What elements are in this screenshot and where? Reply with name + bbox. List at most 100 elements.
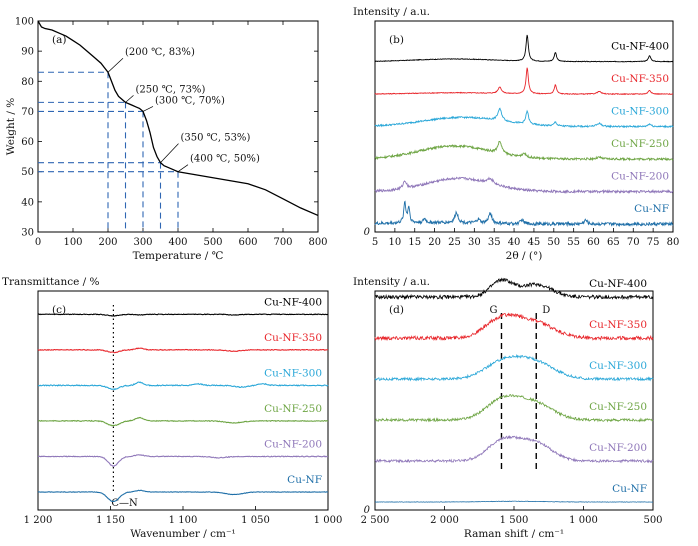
panel-b-zero: 0 <box>364 227 371 238</box>
y-tick-label: 40 <box>21 197 34 208</box>
band-label-g: G <box>489 305 497 316</box>
x-tick-label: 300 <box>133 237 152 248</box>
annotation-leader <box>107 57 124 73</box>
series-cu-nf-200 <box>374 434 654 464</box>
x-tick-label: 25 <box>448 237 461 248</box>
series-label: Cu-NF-350 <box>611 73 669 85</box>
x-tick-label: 80 <box>667 237 680 248</box>
x-tick-label: 400 <box>168 237 187 248</box>
series-cu-nf-350 <box>37 347 329 354</box>
annotation-leader <box>177 164 189 173</box>
series-cu-nf-250 <box>374 140 674 162</box>
x-tick-label: 5 <box>372 237 378 248</box>
x-tick-label: 0 <box>35 237 41 248</box>
x-tick-label: 50 <box>547 237 560 248</box>
x-tick-label: 500 <box>643 515 662 526</box>
x-tick-label: 700 <box>273 237 292 248</box>
x-tick-label: 1 150 <box>96 515 125 526</box>
y-tick-label: 80 <box>21 77 34 88</box>
x-tick-label: 60 <box>587 237 600 248</box>
x-tick-label: 70 <box>627 237 640 248</box>
x-tick-label: 10 <box>388 237 401 248</box>
x-tick-label: 45 <box>528 237 541 248</box>
panel-c-frame <box>37 290 329 511</box>
x-tick-label: 55 <box>567 237 580 248</box>
series-cu-nf <box>37 489 329 502</box>
series-cu-nf-200 <box>374 176 674 195</box>
series-cu-nf <box>374 200 674 228</box>
series-label: Cu-NF-200 <box>264 438 322 450</box>
annotation-label: (250 ℃, 73%) <box>136 84 206 95</box>
tga-curve <box>37 20 319 217</box>
series-cu-nf-200 <box>37 454 329 467</box>
series-label: Cu-NF-200 <box>589 442 647 454</box>
cn-annotation: C—N <box>111 498 138 509</box>
series-label: Cu-NF-400 <box>611 41 669 53</box>
series-cu-nf-400 <box>374 34 674 63</box>
x-tick-label: 200 <box>98 237 117 248</box>
y-tick-label: 70 <box>21 107 34 118</box>
panel-d-tag: (d) <box>389 304 404 316</box>
series-cu-nf-300 <box>374 107 674 129</box>
x-tick-label: 15 <box>408 237 421 248</box>
series-label: Cu-NF-400 <box>589 278 647 290</box>
panel-c-tag: (c) <box>52 304 66 316</box>
x-tick-label: 2 500 <box>361 515 390 526</box>
y-tick-label: 50 <box>21 167 34 178</box>
panel-a-x-label: Temperature / ℃ <box>133 250 224 262</box>
series-cu-nf-400 <box>37 313 329 317</box>
x-tick-label: 75 <box>647 237 660 248</box>
x-tick-label: 100 <box>63 237 82 248</box>
x-tick-label: 2 000 <box>430 515 459 526</box>
annotation-leader <box>142 106 154 112</box>
x-tick-label: 1 000 <box>314 515 343 526</box>
panel-a-annotations: (200 ℃, 83%) (250 ℃, 73%)(300 ℃, 70%) (350… <box>107 47 260 173</box>
series-cu-nf-250 <box>374 394 654 423</box>
series-label: Cu-NF-400 <box>264 296 322 308</box>
x-tick-label: 30 <box>468 237 481 248</box>
series-label: Cu-NF <box>287 474 322 486</box>
x-tick-label: 500 <box>203 237 222 248</box>
panel-b-x-label: 2θ / (°) <box>506 250 543 262</box>
annotation-label: (200 ℃, 83%) <box>125 47 195 58</box>
x-tick-label: 1 200 <box>24 515 53 526</box>
series-label: Cu-NF-350 <box>589 319 647 331</box>
series-cu-nf-350 <box>374 67 674 96</box>
panel-b-x-ticks: 5 10 15 20 25 30 35 40 45 50 55 60 65 70 75 80 <box>372 228 680 248</box>
y-tick-label: 90 <box>21 47 34 58</box>
x-tick-label: 600 <box>238 237 257 248</box>
annotation-label: (350 ℃, 53%) <box>181 133 251 144</box>
series-label: Cu-NF-350 <box>264 332 322 344</box>
y-tick-label: 60 <box>21 137 34 148</box>
x-tick-label: 1 050 <box>241 515 270 526</box>
panel-c-x-ticks: 1 200 1 150 1 100 1 050 1 000 <box>24 506 343 526</box>
series-cu-nf-300 <box>37 381 329 391</box>
series-cu-nf-400 <box>374 277 654 301</box>
series-cu-nf-350 <box>374 312 654 342</box>
panel-d-zero: 0 <box>364 505 371 516</box>
series-label: Cu-NF-200 <box>611 171 669 183</box>
annotation-leader <box>160 143 179 163</box>
y-tick-label: 100 <box>15 17 34 28</box>
series-label: Cu-NF-300 <box>589 360 647 372</box>
x-tick-label: 40 <box>508 237 521 248</box>
series-label: Cu-NF-300 <box>611 106 669 118</box>
series-label: Cu-NF-250 <box>264 403 322 415</box>
annotation-label: (300 ℃, 70%) <box>155 95 225 106</box>
panel-a-y-label: Weight / % <box>5 98 17 155</box>
panel-d-x-label: Raman shift / cm⁻¹ <box>464 528 564 540</box>
panel-b-tag: (b) <box>389 34 404 46</box>
panel-d-y-label: Intensity / a.u. <box>353 276 430 288</box>
panel-a-y-ticks: 30 40 50 60 70 80 90 100 <box>15 17 318 239</box>
x-tick-label: 20 <box>428 237 441 248</box>
panel-a-x-ticks: 0 100 200 300 400 500 600 700 800 <box>35 21 328 248</box>
x-tick-label: 1 000 <box>569 515 598 526</box>
series-cu-nf <box>374 500 654 503</box>
panel-b-y-label: Intensity / a.u. <box>353 6 430 18</box>
panel-d-series: Cu-NF-400 Cu-NF-350 Cu-NF-300 Cu-NF-250 Cu-N… <box>374 277 654 503</box>
annotation-label: (400 ℃, 50%) <box>190 154 260 165</box>
panel-b-series: Cu-NF-400 Cu-NF-350 Cu-NF-300 Cu-NF-250 Cu-N… <box>374 34 674 228</box>
x-tick-label: 65 <box>607 237 620 248</box>
panel-a-tag: (a) <box>52 34 66 46</box>
series-cu-nf-300 <box>374 353 654 382</box>
